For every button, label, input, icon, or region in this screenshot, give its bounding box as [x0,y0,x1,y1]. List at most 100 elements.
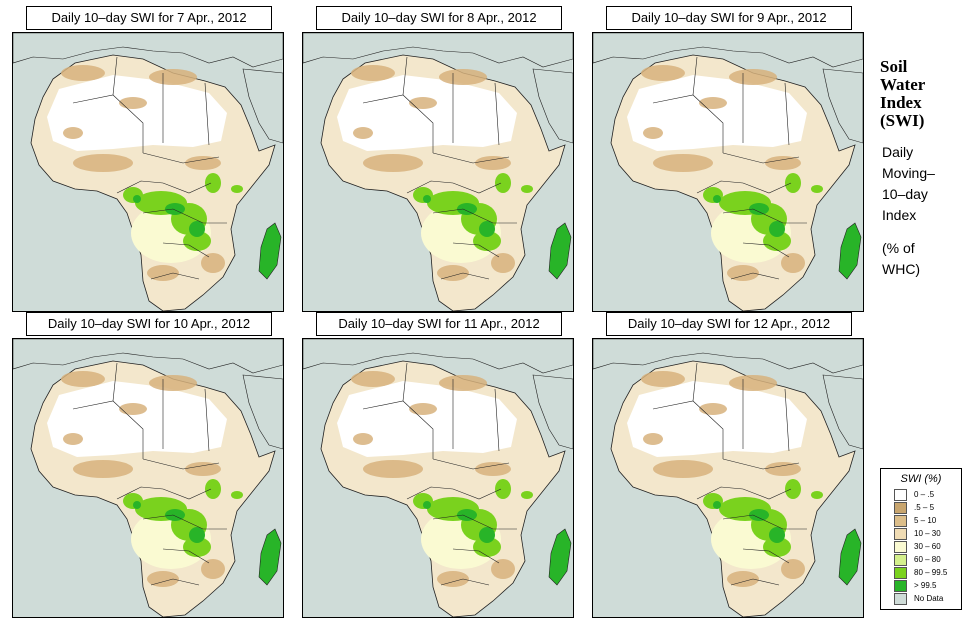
index-title: Soil Water Index (SWI) [880,58,966,130]
europe-coast [13,33,283,68]
dry-patch [439,375,487,391]
country-border [494,82,500,146]
dry-patch [185,156,221,170]
country-border [162,242,210,258]
arabia-coast [242,374,283,450]
dry-patch [73,154,133,172]
dry-patch [437,265,469,281]
sahara-region [47,381,227,457]
map-canvas [593,33,863,311]
arabia-coast [242,68,283,144]
saturated-zone [133,501,141,509]
map-canvas [593,339,863,617]
dry-patch [149,375,197,391]
arabia-coast [822,374,863,450]
madagascar-island [258,528,282,586]
wet-zone [231,491,243,499]
country-border [142,458,220,470]
legend-label: .5 – 5 [914,503,935,512]
dry-patch [437,571,469,587]
dry-patch [765,156,801,170]
desc-line: Index [882,207,917,223]
country-border [722,458,800,470]
legend-label: 30 – 60 [914,542,941,551]
country-border [406,486,502,500]
wet-zone [811,491,823,499]
wet-zone [231,185,243,193]
africa-map [302,32,574,312]
sahara-region [47,75,227,151]
swi-legend: SWI (%) 0 – .5 .5 – 5 5 – 10 10 – 30 30 … [880,468,962,610]
legend-label: 10 – 30 [914,529,941,538]
country-border [72,94,144,153]
sahara-region [337,381,517,457]
country-border [116,486,212,500]
country-border [692,56,698,96]
saturated-zone [189,527,205,543]
panel-title: Daily 10–day SWI for 9 Apr., 2012 [606,6,852,30]
arabia-coast [822,68,863,144]
dry-patch [185,462,221,476]
country-border [112,362,118,402]
dry-patch [353,433,373,445]
dry-patch [727,265,759,281]
legend-swatch [894,554,907,566]
dry-patch [147,571,179,587]
saturated-zone [749,509,769,521]
desc-line: 10–day [882,186,928,202]
wet-zone [473,231,501,251]
desc-line: Daily [882,144,914,160]
country-border [784,388,790,452]
wet-zone [205,479,221,499]
europe-coast [593,339,863,374]
dry-patch [781,559,805,579]
country-border [150,578,200,586]
unit-line: (% of [882,240,915,256]
africa-map [592,32,864,312]
legend-label: 0 – .5 [914,490,935,499]
country-border [402,56,408,96]
country-border [452,242,500,258]
country-border [142,152,220,164]
madagascar-island [838,222,862,280]
country-border [406,180,502,194]
sidebar: Soil Water Index (SWI) Daily Moving– 10–… [866,58,966,280]
africa-map [12,32,284,312]
dry-patch [643,127,663,139]
dry-patch [729,375,777,391]
legend-swatch [894,580,907,592]
legend-swatch [894,567,907,579]
country-border [696,180,792,194]
dry-patch [363,460,423,478]
country-border [722,152,800,164]
country-border [204,82,210,146]
europe-coast [13,339,283,374]
sahara-region [337,75,517,151]
panel-title: Daily 10–day SWI for 11 Apr., 2012 [316,312,562,336]
title-line: Index [880,93,922,112]
dry-patch [491,253,515,273]
dry-patch [765,462,801,476]
country-border [432,458,510,470]
country-border [362,94,434,153]
panel-title: Daily 10–day SWI for 7 Apr., 2012 [26,6,272,30]
country-border [162,548,210,564]
arabia-coast [532,374,573,450]
madagascar-island [548,528,572,586]
country-border [494,388,500,452]
legend-swatch [894,593,907,605]
dry-patch [363,154,423,172]
saturated-zone [769,527,785,543]
wet-zone [495,479,511,499]
country-border [742,242,790,258]
dry-patch [73,460,133,478]
saturated-zone [713,501,721,509]
wet-zone [811,185,823,193]
dry-patch [699,403,727,415]
africa-map [12,338,284,618]
country-border [362,400,434,459]
country-border [742,548,790,564]
country-border [692,362,698,402]
country-border [72,400,144,459]
title-line: Soil [880,57,908,76]
